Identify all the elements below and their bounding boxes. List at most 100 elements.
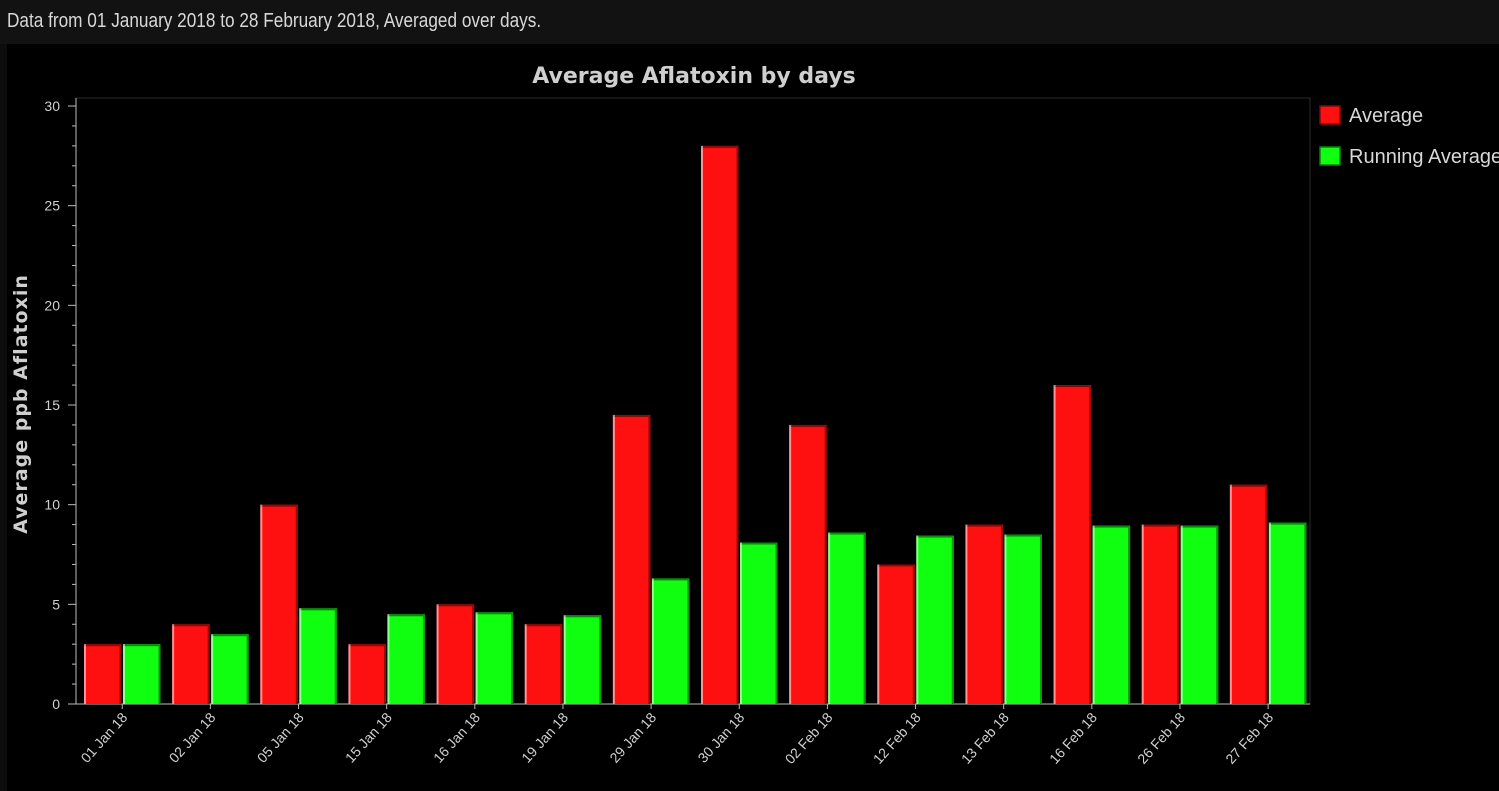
bar-fill — [475, 612, 514, 704]
bar-top-edge — [1004, 534, 1042, 537]
bar-average — [84, 644, 122, 704]
bar-left-edge — [211, 634, 214, 704]
bar-left-edge — [877, 564, 880, 704]
bar-left-edge — [1180, 525, 1183, 704]
bar-left-edge — [1229, 484, 1232, 704]
bar-fill — [211, 634, 249, 704]
bar-right-edge — [1265, 484, 1268, 704]
bar-right-edge — [511, 612, 514, 704]
bar-left-edge — [563, 615, 566, 704]
bar-fill — [740, 542, 778, 704]
x-tick-label: 12 Feb 18 — [870, 709, 924, 767]
bar-fill — [701, 145, 739, 704]
bar-running-average — [828, 532, 866, 704]
bar-top-edge — [299, 608, 337, 611]
bar-top-edge — [211, 634, 249, 637]
x-tick-label: 16 Feb 18 — [1046, 709, 1100, 767]
bar-top-edge — [1268, 522, 1307, 525]
bar-fill — [1229, 484, 1268, 704]
y-tick-label: 10 — [44, 497, 60, 513]
bar-fill — [828, 532, 866, 704]
bar-average — [524, 624, 563, 704]
bar-right-edge — [472, 604, 475, 704]
x-tick-label: 01 Jan 18 — [77, 709, 130, 766]
bar-average — [172, 624, 210, 704]
header-bar: Data from 01 January 2018 to 28 February… — [0, 0, 1499, 44]
bar-right-edge — [687, 578, 690, 704]
bar-top-edge — [1053, 385, 1092, 388]
bar-average — [348, 644, 386, 704]
date-range-caption: Data from 01 January 2018 to 28 February… — [7, 10, 542, 32]
bar-running-average — [916, 535, 954, 704]
bar-fill — [172, 624, 210, 704]
bar-left-edge — [1092, 525, 1095, 704]
x-tick-label: 30 Jan 18 — [694, 709, 747, 766]
bar-top-edge — [123, 644, 161, 647]
bar-left-edge — [348, 644, 351, 704]
bar-average — [1229, 484, 1268, 704]
x-tick-label: 16 Jan 18 — [430, 709, 483, 766]
bar-left-edge — [84, 644, 86, 704]
bar-left-edge — [740, 542, 742, 704]
bar-left-edge — [651, 578, 654, 704]
bar-right-edge — [158, 644, 161, 704]
x-tick-label: 02 Feb 18 — [782, 709, 836, 767]
x-tick-label: 05 Jan 18 — [254, 709, 307, 766]
bar-fill — [651, 578, 690, 704]
bar-right-edge — [246, 634, 249, 704]
bar-right-edge — [1089, 385, 1092, 704]
bar-right-edge — [334, 608, 337, 704]
bar-top-edge — [828, 532, 866, 535]
legend-label: Average — [1349, 105, 1423, 127]
bar-right-edge — [824, 424, 827, 704]
bar-top-edge — [436, 604, 475, 607]
bar-left-edge — [1141, 524, 1144, 704]
bar-right-edge — [599, 615, 602, 704]
bar-left-edge — [789, 424, 792, 704]
bar-running-average — [1092, 525, 1131, 704]
bar-fill — [84, 644, 122, 704]
bar-average — [436, 604, 475, 704]
bar-running-average — [387, 614, 425, 704]
bar-fill — [612, 414, 651, 704]
bar-average — [260, 504, 298, 704]
bar-fill — [1053, 385, 1092, 704]
chart-title: Average Aflatoxin by days — [532, 64, 856, 89]
bar-top-edge — [877, 564, 915, 567]
bar-top-edge — [701, 145, 739, 148]
bar-right-edge — [648, 414, 651, 704]
bar-top-edge — [612, 414, 651, 417]
bar-fill — [387, 614, 425, 704]
bar-top-edge — [348, 644, 386, 647]
y-tick-label: 5 — [52, 596, 60, 612]
bar-right-edge — [119, 644, 122, 704]
y-tick-label: 15 — [44, 397, 60, 413]
bar-right-edge — [1128, 525, 1131, 704]
bar-right-edge — [1177, 524, 1180, 704]
bar-right-edge — [1304, 522, 1307, 704]
bar-left-edge — [436, 604, 439, 704]
bars — [84, 145, 1307, 704]
legend-item-average: Average — [1319, 105, 1423, 127]
bar-fill — [916, 535, 954, 704]
bar-average — [877, 564, 915, 704]
bar-top-edge — [916, 535, 954, 538]
bar-left-edge — [260, 504, 263, 704]
legend-swatch — [1319, 146, 1341, 166]
bar-right-edge — [951, 535, 954, 704]
bar-fill — [1268, 522, 1307, 704]
legend-label: Running Average — [1349, 146, 1499, 168]
bar-left-edge — [828, 532, 831, 704]
bar-running-average — [740, 542, 778, 704]
bar-top-edge — [965, 524, 1003, 527]
bar-running-average — [211, 634, 249, 704]
bar-average — [965, 524, 1003, 704]
bar-top-edge — [1141, 524, 1180, 527]
bar-running-average — [475, 612, 514, 704]
bar-fill — [260, 504, 298, 704]
y-tick-label: 25 — [44, 198, 60, 214]
bar-average — [789, 424, 827, 704]
bar-running-average — [1268, 522, 1307, 704]
bar-top-edge — [563, 615, 602, 618]
bar-running-average — [123, 644, 161, 704]
